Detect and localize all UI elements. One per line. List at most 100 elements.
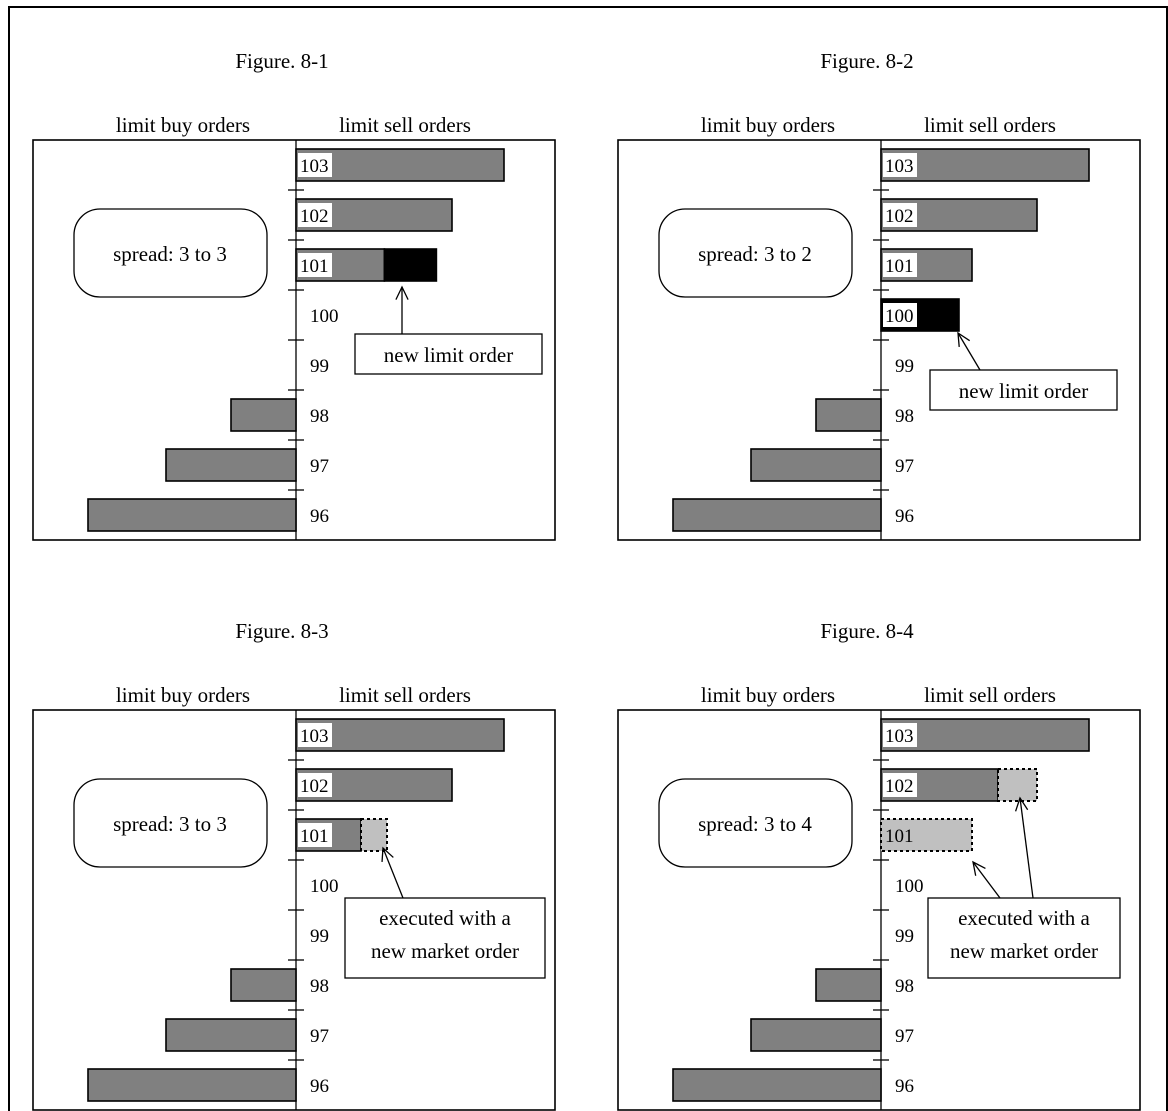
sell-orders-header: limit sell orders	[924, 113, 1056, 137]
sell-price-label: 102	[300, 776, 329, 797]
buy-orders-header: limit buy orders	[116, 113, 250, 137]
spread-bubble	[73, 778, 268, 868]
chart-frame	[32, 139, 556, 541]
buy-order-bar	[230, 398, 297, 432]
sell-orders-header: limit sell orders	[339, 683, 471, 707]
outer-frame	[8, 6, 1168, 1111]
note-arrow	[972, 861, 1001, 899]
note-text: executed with a	[958, 906, 1090, 930]
buy-order-bar	[750, 1018, 882, 1052]
figure-caption: Figure. 8-1	[235, 49, 328, 73]
note-arrow	[957, 332, 981, 371]
price-level-label: 98	[895, 976, 914, 997]
price-level-label: 97	[895, 456, 914, 477]
note-box	[344, 897, 546, 979]
sell-order-bar-executed	[880, 818, 973, 852]
price-label-box	[883, 203, 917, 227]
price-label-box	[298, 203, 332, 227]
price-level-label: 96	[310, 1076, 329, 1097]
price-label-box	[298, 253, 332, 277]
price-label-box	[883, 773, 917, 797]
note-text: new limit order	[959, 379, 1088, 403]
sell-order-bar-executed	[360, 818, 388, 852]
note-text: executed with a	[379, 906, 511, 930]
price-level-label: 100	[310, 876, 339, 897]
buy-order-bar	[87, 1068, 297, 1102]
buy-order-bar	[750, 448, 882, 482]
price-level-label: 100	[895, 876, 924, 897]
buy-orders-header: limit buy orders	[701, 683, 835, 707]
buy-order-bar	[87, 498, 297, 532]
note-arrow	[382, 847, 404, 899]
price-label-box	[298, 773, 332, 797]
note-text: new limit order	[384, 343, 513, 367]
figure-caption: Figure. 8-2	[820, 49, 913, 73]
price-level-label: 99	[310, 356, 329, 377]
figure-panel-3: Figure. 8-3 limit buy orders limit sell or…	[32, 619, 556, 1111]
buy-order-bar	[672, 1068, 882, 1102]
price-label-box	[883, 303, 917, 327]
sell-order-bar-new-limit	[383, 248, 438, 282]
sell-price-label: 103	[885, 156, 914, 177]
chart-frame	[617, 139, 1141, 541]
sell-price-label: 101	[300, 256, 329, 277]
figure-caption: Figure. 8-3	[235, 619, 328, 643]
sell-order-bar-executed	[997, 768, 1038, 802]
buy-orders-header: limit buy orders	[701, 113, 835, 137]
sell-price-label: 103	[300, 156, 329, 177]
note-box	[927, 897, 1121, 979]
price-label-box	[883, 253, 917, 277]
arrow-head-icon	[1014, 796, 1029, 812]
price-level-label: 98	[310, 406, 329, 427]
price-level-label: 98	[310, 976, 329, 997]
figure-panel-2: Figure. 8-2 limit buy orders limit sell or…	[617, 49, 1141, 541]
figure-panel-4: Figure. 8-4 limit buy orders limit sell or…	[617, 619, 1141, 1111]
figure-panel-1: Figure. 8-1 limit buy orders limit sell or…	[32, 49, 556, 541]
sell-price-label: 101	[300, 826, 329, 847]
figure-caption: Figure. 8-4	[820, 619, 914, 643]
chart-frame	[617, 709, 1141, 1111]
price-label-box	[298, 153, 332, 177]
spread-label: spread: 3 to 3	[113, 812, 227, 836]
price-label-box	[883, 723, 917, 747]
price-level-label: 99	[895, 926, 914, 947]
spread-bubble	[73, 208, 268, 298]
price-label-box	[883, 153, 917, 177]
price-level-label: 100	[310, 306, 339, 327]
price-level-label: 99	[310, 926, 329, 947]
buy-order-bar	[230, 968, 297, 1002]
sell-price-label: 102	[885, 206, 914, 227]
price-level-label: 96	[895, 506, 914, 527]
buy-order-bar	[672, 498, 882, 532]
price-level-label: 98	[895, 406, 914, 427]
note-arrow	[1019, 797, 1034, 899]
spread-label: spread: 3 to 3	[113, 242, 227, 266]
price-label-box	[298, 723, 332, 747]
sell-price-label: 101	[885, 826, 914, 847]
sell-orders-header: limit sell orders	[924, 683, 1056, 707]
spread-label: spread: 3 to 4	[698, 812, 812, 836]
buy-order-bar	[815, 398, 882, 432]
buy-order-bar	[165, 448, 297, 482]
price-level-label: 96	[895, 1076, 914, 1097]
price-level-label: 97	[310, 456, 329, 477]
arrow-head-icon	[395, 285, 409, 300]
sell-price-label: 100	[885, 306, 914, 327]
buy-order-bar	[165, 1018, 297, 1052]
arrow-head-icon	[972, 860, 986, 876]
arrow-head-icon	[957, 331, 971, 348]
note-text: new market order	[950, 939, 1098, 963]
spread-label: spread: 3 to 2	[698, 242, 812, 266]
spread-bubble	[658, 208, 853, 298]
price-level-label: 97	[895, 1026, 914, 1047]
sell-price-label: 102	[885, 776, 914, 797]
note-box	[354, 333, 543, 375]
spread-bubble	[658, 778, 853, 868]
price-label-box	[298, 823, 332, 847]
note-text: new market order	[371, 939, 519, 963]
buy-order-bar	[815, 968, 882, 1002]
price-level-label: 96	[310, 506, 329, 527]
sell-price-label: 103	[885, 726, 914, 747]
sell-orders-header: limit sell orders	[339, 113, 471, 137]
